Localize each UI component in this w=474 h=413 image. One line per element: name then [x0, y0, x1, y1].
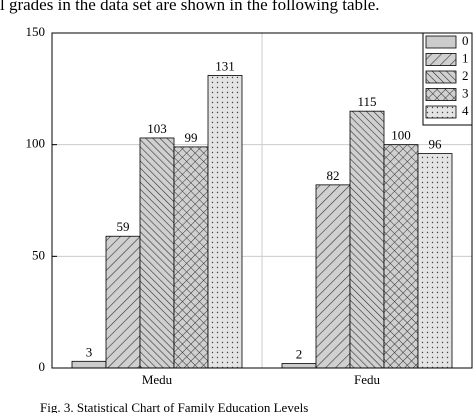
value-label: 2 — [296, 347, 303, 362]
legend-swatch — [425, 35, 457, 49]
y-tick-label: 50 — [32, 247, 45, 262]
y-tick-label: 0 — [39, 359, 46, 374]
value-label: 96 — [429, 137, 443, 152]
bar — [315, 184, 351, 369]
bar — [139, 137, 175, 369]
legend-label: 4 — [462, 103, 469, 118]
y-tick-label: 150 — [26, 24, 46, 39]
x-tick-label: Medu — [142, 372, 173, 387]
bar — [349, 110, 385, 369]
value-label: 103 — [147, 121, 167, 136]
caption: Fig. 3. Statistical Chart of Family Educ… — [40, 400, 308, 413]
bar — [207, 75, 243, 369]
value-label: 115 — [357, 94, 376, 109]
bar — [105, 235, 141, 369]
x-tick-label: Fedu — [354, 372, 381, 387]
bar — [71, 360, 107, 369]
value-label: 100 — [391, 128, 411, 143]
legend-label: 1 — [462, 50, 469, 65]
bar — [173, 146, 209, 369]
legend-swatch — [425, 53, 457, 66]
legend-label: 0 — [462, 33, 469, 48]
y-tick-label: 100 — [26, 136, 46, 151]
bar — [281, 363, 317, 369]
bar — [383, 144, 419, 369]
value-label: 82 — [327, 168, 340, 183]
value-label: 99 — [185, 130, 198, 145]
plot — [52, 32, 472, 369]
legend-swatch — [425, 105, 457, 119]
value-label: 131 — [215, 58, 235, 73]
value-label: 3 — [86, 344, 93, 359]
value-label: 59 — [117, 219, 130, 234]
legend-label: 3 — [462, 85, 469, 100]
plot-frame — [51, 32, 473, 369]
bar — [417, 153, 453, 369]
legend-label: 2 — [462, 68, 469, 83]
legend-swatch — [425, 88, 457, 101]
top-text: l grades in the data set are shown in th… — [0, 0, 380, 14]
legend-swatch — [425, 70, 457, 84]
